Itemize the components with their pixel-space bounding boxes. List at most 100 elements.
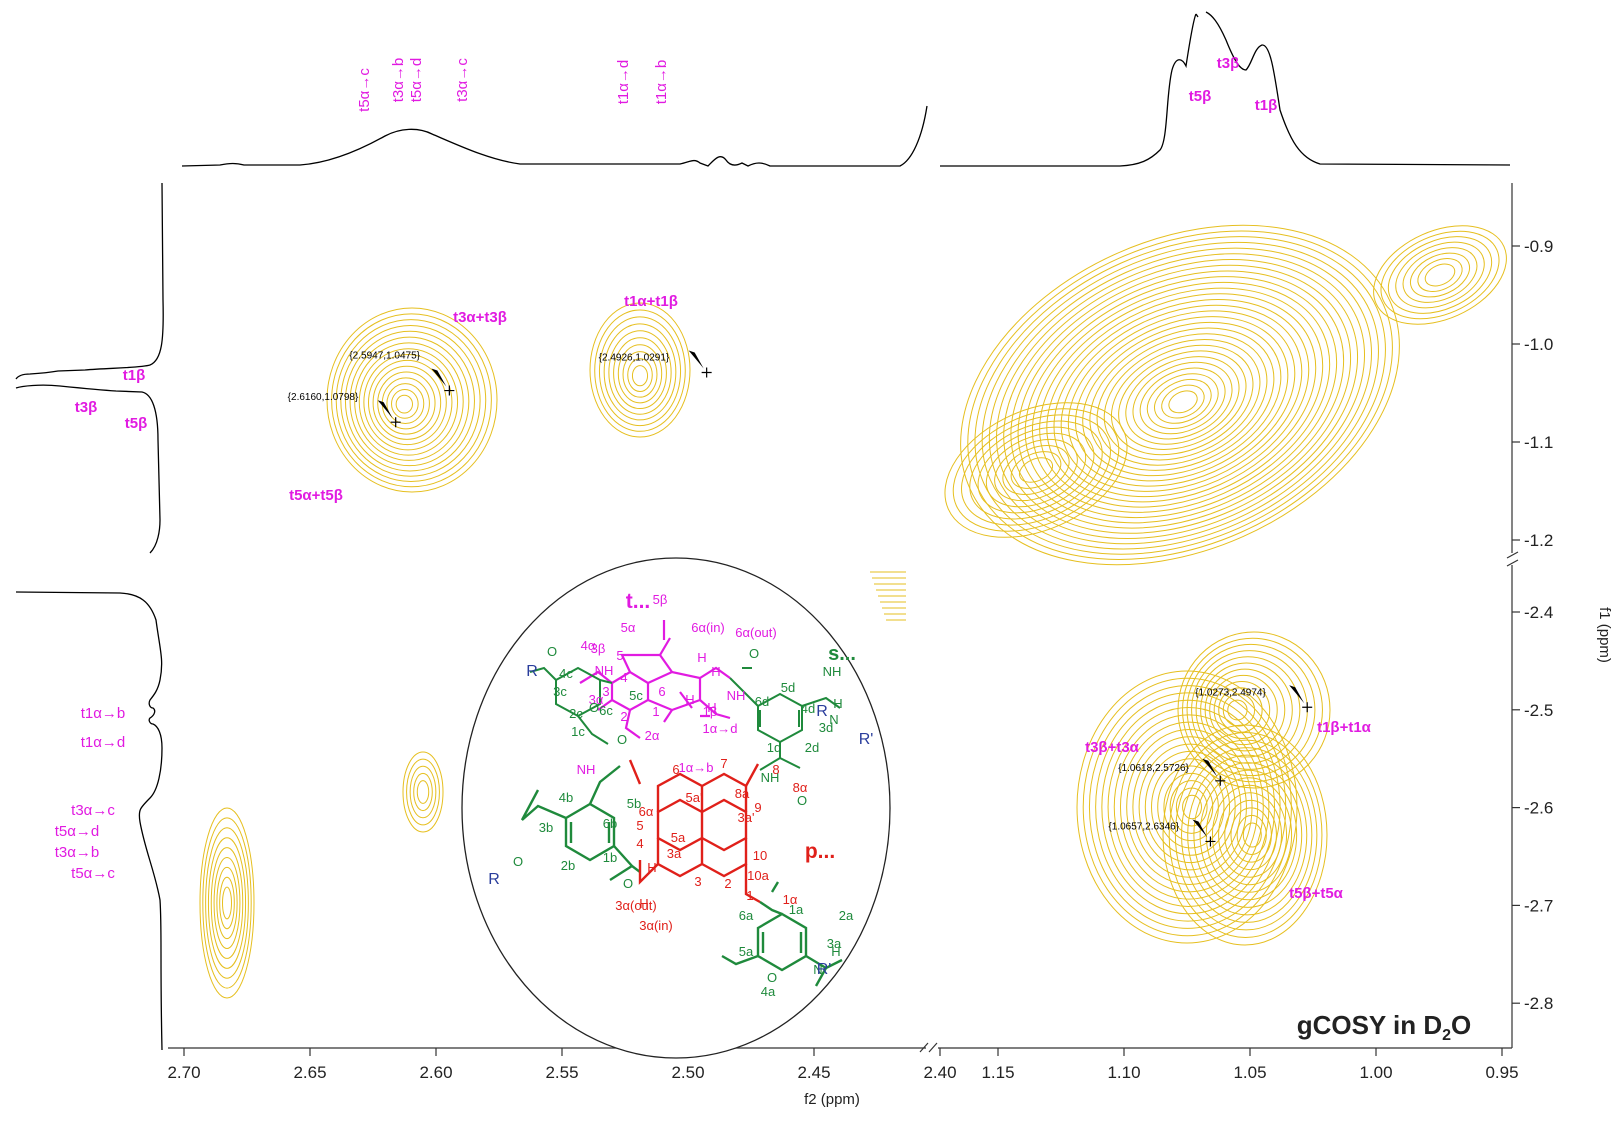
- atom-t-7: 4: [620, 670, 627, 685]
- marker-2: {2.4926,1.0291}: [599, 350, 712, 378]
- contour-t3-lower-level-12: [1151, 758, 1231, 856]
- contour-t1-upper: [589, 302, 691, 438]
- diag-level-3: [981, 241, 1379, 550]
- atom-p-18: 1: [746, 888, 753, 903]
- atom-s-15: 6b: [603, 816, 617, 831]
- diag-level-21: [1110, 344, 1254, 456]
- x-tick-label-3: 2.55: [545, 1063, 578, 1082]
- x-tick-label-2: 2.60: [419, 1063, 452, 1082]
- contour-t1-upper-level-5: [613, 337, 667, 410]
- diag-level-12: [1046, 293, 1317, 503]
- projection-traces: t5α→c t3α→b t5α→d t3α→c t1α→d t1α→b t3β …: [15, 11, 1511, 1051]
- side-lower-6: t5α→c: [71, 865, 115, 882]
- contour-lower-left-1: [199, 807, 255, 999]
- marker-coord-2: {2.4926,1.0291}: [599, 353, 670, 364]
- marker-coord-1: {2.6160,1.0798}: [288, 392, 359, 403]
- atom-t-1: 5α: [621, 620, 636, 635]
- x-tick-label-10: 1.00: [1359, 1063, 1392, 1082]
- atom-p-20: 3α(in): [639, 918, 673, 933]
- y-tick-label-5: -2.5: [1524, 701, 1553, 720]
- title-main: gCOSY in D: [1297, 1010, 1442, 1040]
- atom-s-35: N: [829, 712, 838, 727]
- contour-t5-lower-level-3: [1181, 747, 1313, 923]
- atom-s-0: 4c: [559, 666, 573, 681]
- contour-t3-t5-upper-level-7: [358, 348, 459, 456]
- peak-label-t5b-t5a: t5β+t5α: [1289, 885, 1344, 902]
- s-fragment-bonds: [729, 667, 841, 771]
- contour-t3-t5-upper-level-1: [331, 313, 492, 488]
- atom-s-21: 5a: [739, 944, 754, 959]
- marker-1: {2.6160,1.0798}: [288, 392, 401, 428]
- contour-lower-left-1-level-2: [205, 827, 249, 979]
- atom-p-6: 8a: [735, 786, 750, 801]
- atom-t-15: 1α→d: [703, 721, 738, 736]
- contour-t5-lower-level-1: [1168, 732, 1323, 938]
- diagonal-block: [944, 224, 1507, 566]
- side-label-1: t1β: [123, 367, 146, 384]
- contour-t3-t5-upper-level-0: [326, 307, 498, 493]
- group-r-0: R: [526, 663, 538, 680]
- x-axis-break: [919, 1042, 938, 1053]
- diag-level-0: [960, 224, 1400, 566]
- group-r-2: R: [816, 703, 828, 720]
- contour-t3-lower-level-15: [1169, 780, 1214, 834]
- marker-coord-5: {1.0657,2.6346}: [1108, 821, 1179, 832]
- contour-t1-lower-level-5: [1200, 662, 1293, 758]
- t-fragment-bonds: [579, 620, 731, 739]
- contour-t3-t5-upper-level-8: [363, 354, 453, 451]
- atom-t-6: 5: [616, 648, 623, 663]
- atom-t-11: 1: [652, 704, 659, 719]
- contour-lower-left-1-level-0: [199, 807, 255, 999]
- x-ticks: 2.70 2.65 2.60 2.55 2.50 2.45 2.40 1.15 1.10 1.05…: [167, 1048, 1519, 1082]
- atom-t-2: 6α(in): [691, 620, 725, 635]
- cross-peak-labels: t3α+t3β t5α+t5β t1α+t1β t1β+t1α t3β+t3α …: [289, 293, 1372, 902]
- atom-t-0: 5β: [653, 592, 668, 607]
- atom-s-12: 4b: [559, 790, 573, 805]
- atom-t-4: 4α: [581, 638, 596, 653]
- contour-t3-t5-upper-level-9: [367, 359, 447, 446]
- atom-s-14: 3b: [539, 820, 553, 835]
- marker-coord-3: {1.0273,2.4974}: [1195, 687, 1266, 698]
- atom-t-9: 3: [602, 684, 609, 699]
- atom-s-25: NH: [761, 770, 780, 785]
- marker-cross-1: [390, 417, 401, 428]
- atom-p-9: 5a: [671, 830, 686, 845]
- title-sub: 2: [1442, 1027, 1451, 1044]
- contour-t5-lower-level-9: [1218, 792, 1283, 878]
- y-tick-label-1: -1.0: [1524, 335, 1553, 354]
- contour-t1-upper-level-7: [622, 351, 658, 398]
- atom-p-8: 9: [754, 800, 761, 815]
- cross-peak-markers: {2.5947,1.0475} {2.6160,1.0798} {2.4926,1.…: [288, 350, 1313, 847]
- contour-t3-lower: [1076, 670, 1298, 944]
- side-trace-labels-upper: t1β t3β t5β: [75, 367, 148, 432]
- contour-t1-upper-level-8: [627, 358, 653, 392]
- diag-tail-level-1: [952, 408, 1120, 532]
- atom-t-13: 3α: [589, 692, 604, 707]
- x-tick-label-1: 2.65: [293, 1063, 326, 1082]
- atom-s-34: N: [813, 962, 822, 977]
- atom-s-19: 1a: [789, 902, 804, 917]
- contour-lower-left-2-level-0: [402, 751, 444, 833]
- contour-lower-left-1-level-5: [213, 856, 241, 950]
- diag-level-29: [1168, 390, 1198, 414]
- atom-s-17: 1b: [603, 850, 617, 865]
- diag-tail-level-2: [961, 414, 1111, 526]
- contour-lower-left-2-level-1: [406, 758, 440, 826]
- atom-s-33: O: [767, 970, 777, 985]
- side-lower-2: t1α→d: [81, 734, 126, 751]
- marker-arrow-4: [1202, 758, 1218, 777]
- atom-t-3: 6α(out): [735, 625, 776, 640]
- inset-circle: [461, 557, 891, 1059]
- contour-t5-lower-level-2: [1174, 739, 1318, 931]
- diag-level-5: [996, 253, 1366, 540]
- diag-head-level-3: [1395, 241, 1485, 309]
- p-fragment-bonds: [628, 759, 761, 904]
- y-tick-label-8: -2.8: [1524, 994, 1553, 1013]
- contour-t3-t5-upper-level-15: [395, 394, 414, 414]
- contour-t3-t5-upper-level-13: [386, 383, 425, 425]
- diag-level-4: [988, 247, 1372, 545]
- marker-arrow-5: [1192, 819, 1208, 838]
- x-tick-label-5: 2.45: [797, 1063, 830, 1082]
- contour-t3-lower-level-0: [1076, 670, 1298, 944]
